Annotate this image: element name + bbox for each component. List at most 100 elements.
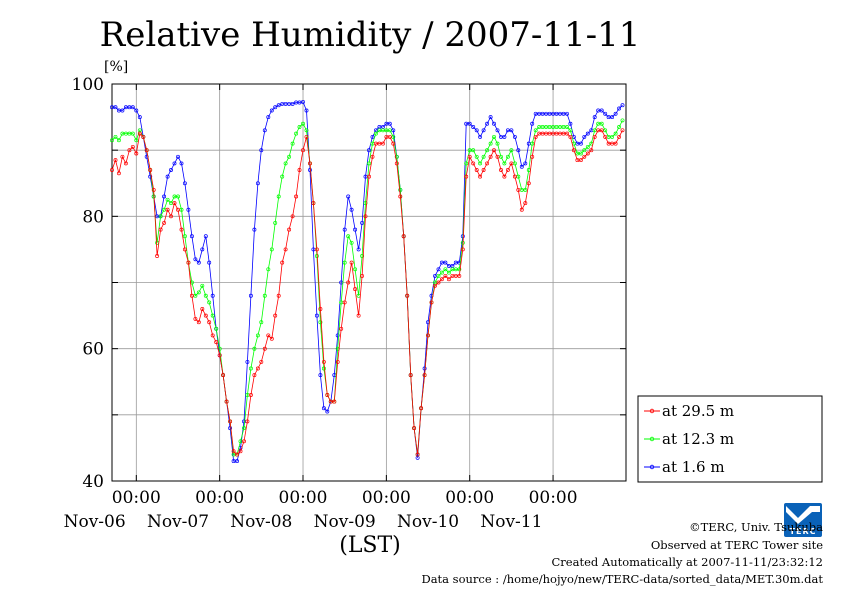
data-point — [530, 121, 535, 126]
data-point — [248, 393, 253, 397]
data-point — [582, 134, 587, 139]
data-point — [519, 164, 524, 169]
data-point — [613, 111, 618, 116]
data-point — [387, 121, 392, 126]
data-point — [443, 267, 448, 272]
data-point — [314, 247, 319, 252]
data-point — [248, 293, 253, 298]
data-point — [610, 134, 615, 139]
data-point — [110, 138, 114, 143]
series-at-1-6-m — [110, 99, 625, 464]
data-point — [599, 121, 604, 126]
data-point — [273, 220, 278, 225]
data-point — [120, 154, 125, 159]
data-point — [478, 174, 483, 179]
x-time-label: 00:00 — [362, 488, 411, 508]
data-point — [297, 125, 302, 129]
data-point — [585, 144, 590, 149]
data-point — [370, 134, 375, 139]
data-point — [207, 300, 212, 305]
data-point — [182, 247, 187, 252]
y-tick-labels: 100 80 60 40 — [72, 75, 104, 492]
x-day-label: Nov-06 — [64, 512, 126, 532]
legend-marker — [649, 464, 655, 470]
data-point — [287, 154, 292, 159]
data-point — [259, 148, 264, 153]
data-point — [266, 333, 271, 338]
legend-label: at 29.5 m — [662, 402, 734, 420]
data-point — [346, 194, 351, 199]
legend: at 29.5 m at 12.3 m at 1.6 m — [637, 395, 823, 483]
data-point — [155, 254, 160, 258]
data-point — [339, 326, 344, 331]
data-point — [321, 366, 326, 371]
data-point — [471, 125, 476, 129]
data-point — [203, 293, 208, 298]
data-point — [523, 161, 528, 166]
grid — [112, 83, 626, 482]
data-point — [113, 134, 118, 139]
data-point — [620, 118, 625, 123]
data-point — [380, 141, 385, 146]
data-point — [530, 141, 535, 146]
data-point — [502, 134, 507, 139]
data-point — [325, 393, 330, 397]
data-point — [526, 181, 531, 186]
data-point — [578, 151, 583, 156]
data-point — [207, 320, 212, 325]
data-point — [165, 207, 170, 212]
data-point — [321, 406, 326, 411]
chart-title: Relative Humidity / 2007-11-11 — [100, 15, 641, 55]
data-point — [207, 260, 212, 265]
series-line — [112, 101, 623, 462]
data-point — [464, 161, 469, 166]
data-point — [113, 105, 118, 110]
data-point — [162, 220, 167, 225]
data-point — [189, 234, 194, 239]
data-point — [509, 128, 514, 133]
series-at-29-5-m — [110, 128, 625, 457]
data-point — [134, 108, 139, 113]
logo-text: TERC — [790, 527, 817, 536]
data-point — [283, 247, 288, 252]
data-point — [200, 307, 205, 311]
data-point — [512, 174, 517, 179]
data-point — [169, 214, 173, 219]
data-point — [446, 270, 451, 275]
data-point — [578, 158, 583, 163]
data-point — [530, 154, 535, 159]
data-point — [599, 128, 604, 133]
legend-label: at 1.6 m — [662, 458, 725, 476]
data-point — [519, 207, 524, 212]
data-point — [408, 373, 413, 378]
data-point — [137, 131, 142, 136]
data-point — [235, 452, 239, 457]
terc-logo-icon: TERC — [784, 503, 822, 537]
data-point — [516, 148, 521, 153]
data-point — [360, 254, 365, 258]
data-point — [176, 154, 180, 159]
data-point — [255, 366, 260, 371]
data-point — [200, 247, 205, 252]
data-point — [294, 194, 299, 199]
data-point — [172, 201, 177, 206]
data-point — [273, 313, 278, 318]
data-point — [471, 161, 476, 166]
data-point — [308, 168, 312, 172]
data-point — [235, 459, 239, 464]
data-point — [252, 346, 257, 351]
data-point — [433, 283, 437, 288]
data-point — [332, 399, 337, 404]
data-point — [499, 168, 503, 172]
data-point — [568, 121, 573, 126]
data-point — [495, 141, 500, 146]
data-point — [210, 313, 215, 318]
data-point — [516, 187, 521, 192]
data-point — [290, 214, 295, 219]
data-point — [610, 115, 615, 120]
data-point — [294, 131, 299, 136]
data-point — [495, 154, 500, 159]
y-tick-label: 100 — [72, 75, 104, 95]
x-day-label: Nov-10 — [397, 512, 459, 532]
